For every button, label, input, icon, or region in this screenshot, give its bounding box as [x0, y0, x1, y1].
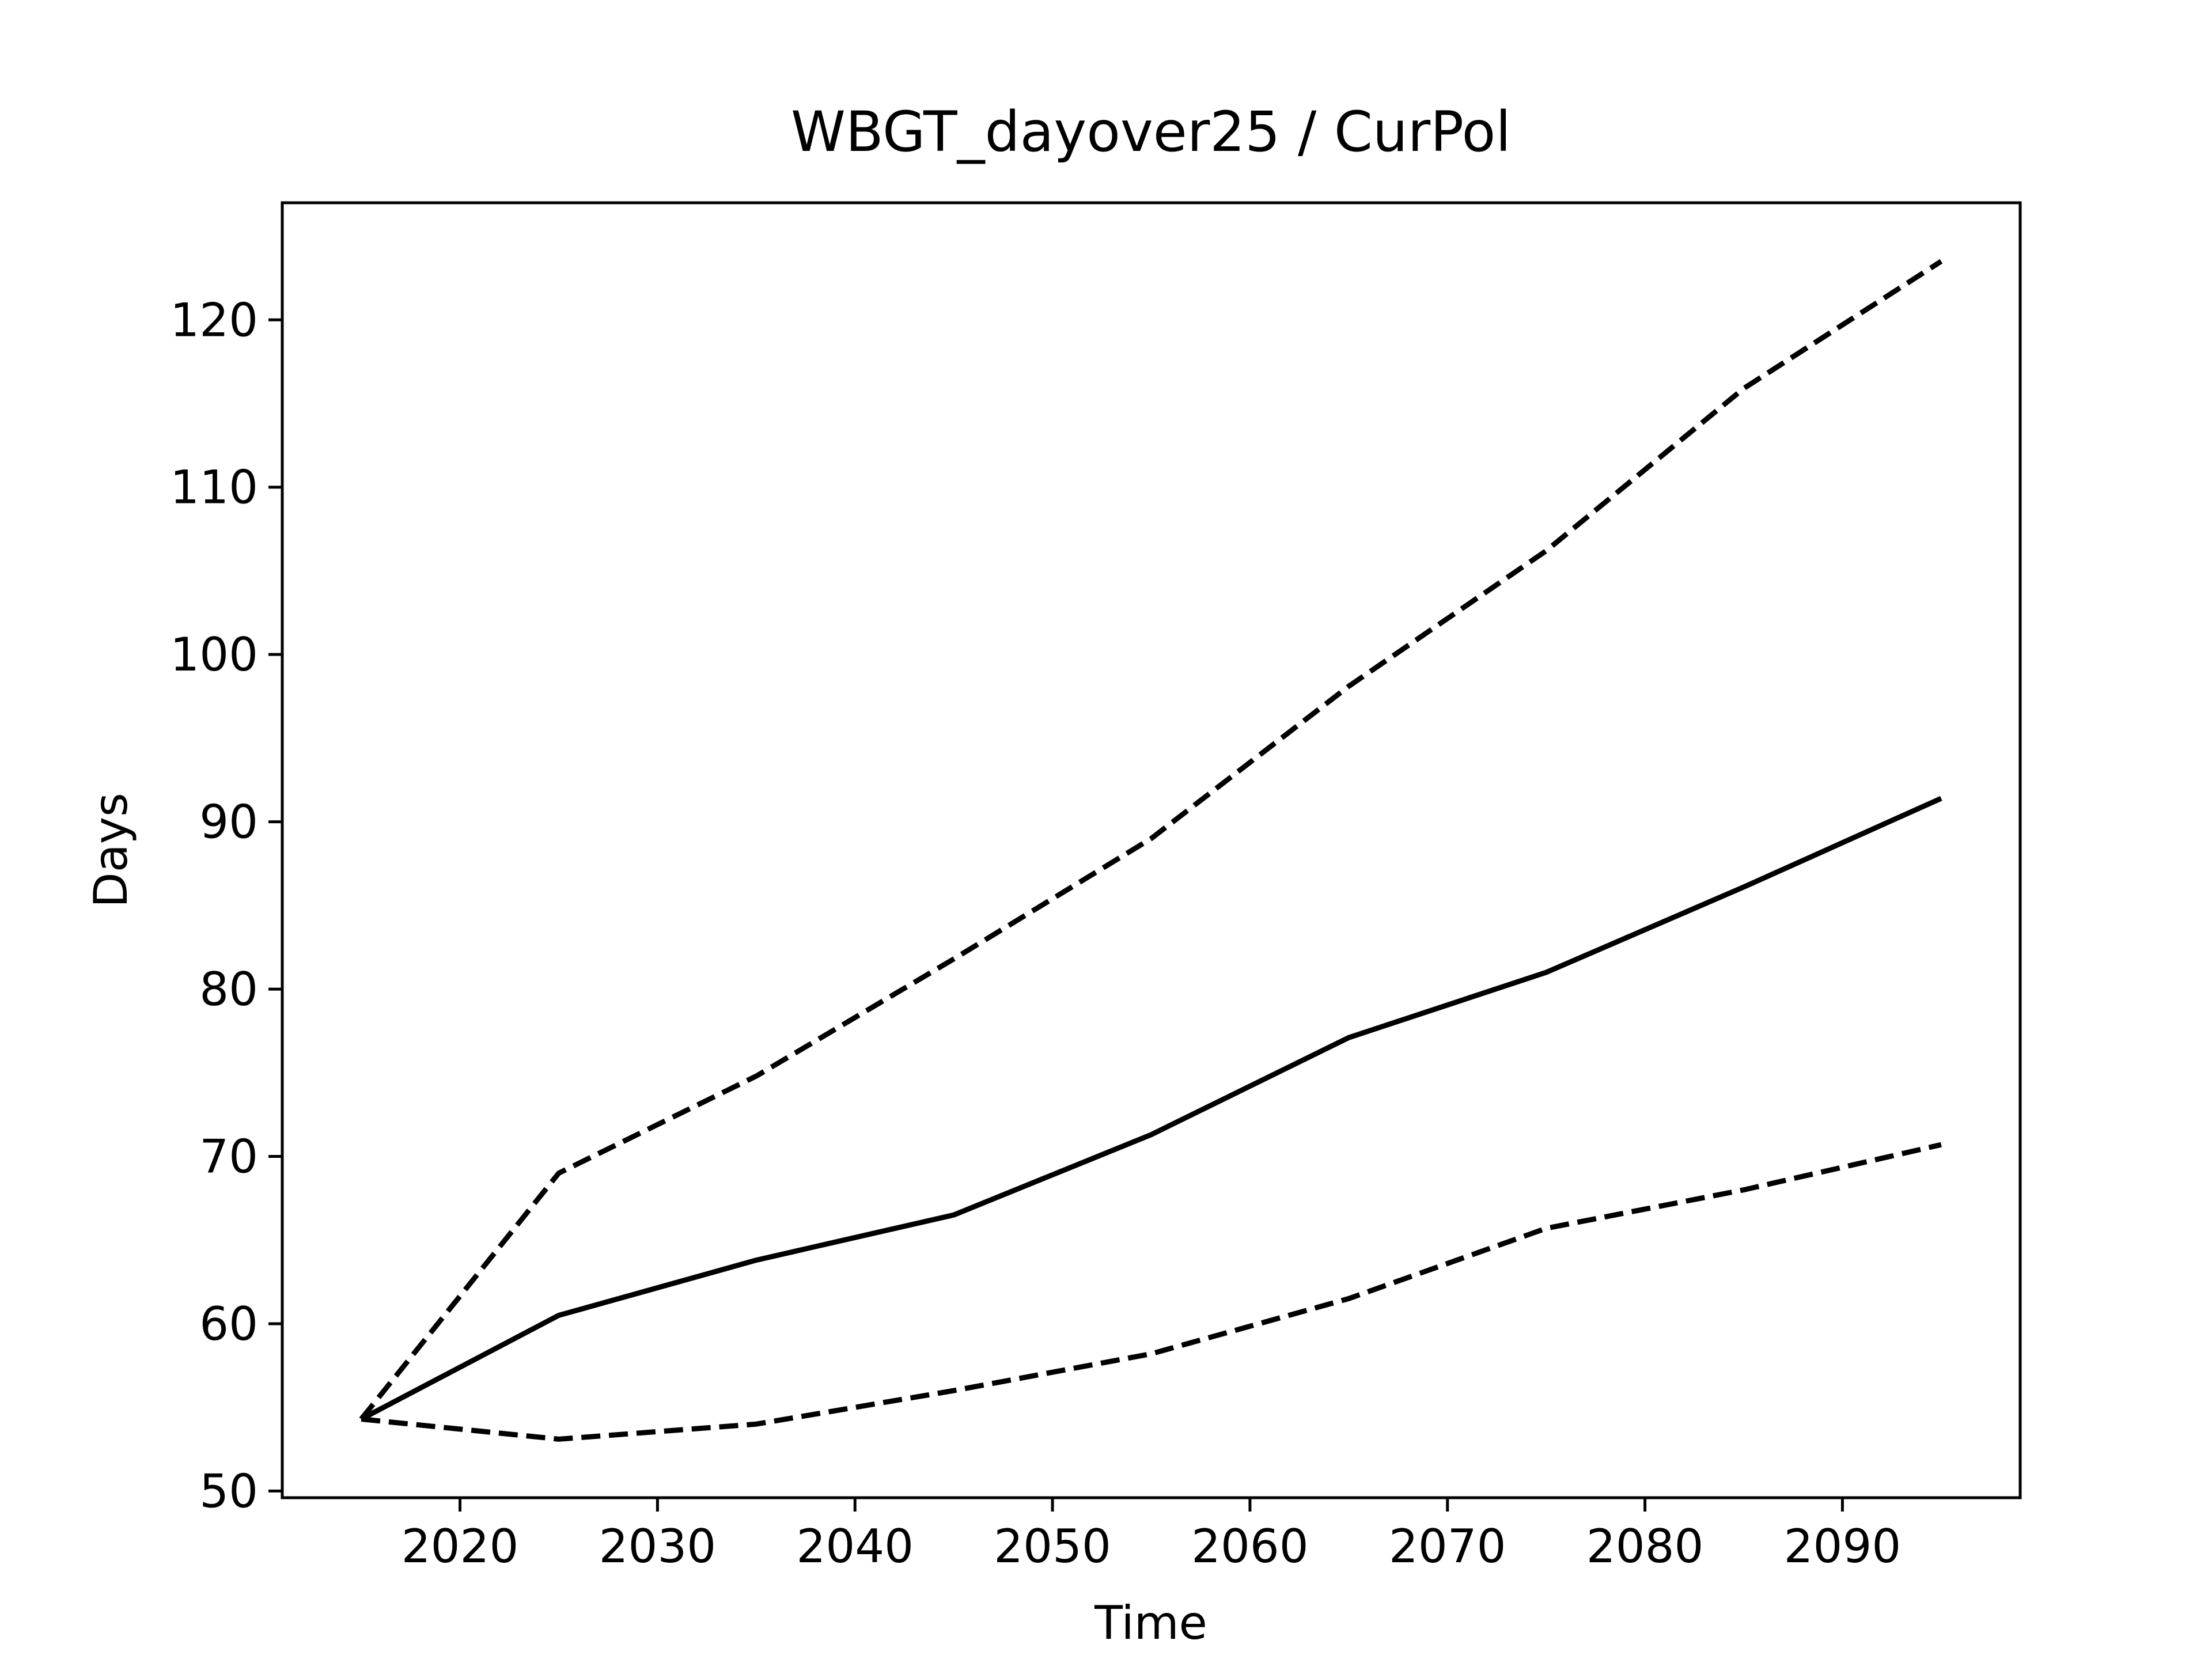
plot-frame: [281, 201, 2022, 1499]
x-tick-label: 2030: [599, 1520, 717, 1573]
y-tick-label: 60: [199, 1297, 258, 1351]
x-tick-label: 2050: [994, 1520, 1111, 1573]
y-axis: 50 60 70 80 90 100 110 120: [170, 293, 282, 1518]
x-tick-label: 2020: [402, 1520, 519, 1573]
y-tick-label: 120: [170, 293, 258, 347]
y-tick-label: 80: [199, 963, 258, 1016]
median-solid-line: [360, 796, 1942, 1422]
y-tick-label: 90: [199, 796, 258, 849]
x-tick-label: 2080: [1586, 1520, 1704, 1573]
y-tick-label: 110: [170, 461, 258, 514]
x-axis-label: Time: [1094, 1596, 1207, 1650]
x-axis: 2020 2030 2040 2050 2060 2070 2080 2090: [402, 1498, 1901, 1573]
y-tick-label: 50: [199, 1464, 258, 1518]
upper-bound-dashed-line: [359, 259, 1943, 1421]
x-tick-label: 2040: [796, 1520, 914, 1573]
y-axis-label: Days: [84, 793, 138, 908]
lower-bound-dashed-line: [361, 1142, 1942, 1442]
x-tick-label: 2090: [1784, 1520, 1902, 1573]
x-tick-label: 2060: [1191, 1520, 1309, 1573]
chart-title: WBGT_dayover25 / CurPol: [791, 100, 1511, 164]
series-layer: [359, 259, 1943, 1442]
x-tick-label: 2070: [1389, 1520, 1506, 1573]
y-tick-label: 100: [170, 628, 258, 681]
y-tick-label: 70: [199, 1130, 258, 1184]
